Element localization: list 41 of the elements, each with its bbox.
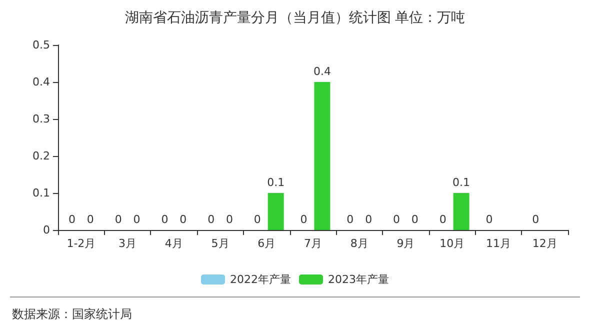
- x-tick-label: 3月: [118, 237, 137, 250]
- data-label: 0: [254, 213, 261, 226]
- x-tick-label: 10月: [440, 237, 465, 250]
- y-tick-label: 0.3: [32, 112, 50, 126]
- data-label: 0: [68, 213, 76, 226]
- y-tick-label: 0.2: [32, 150, 50, 162]
- data-label: 0: [180, 213, 187, 226]
- legend-label: 2022年产量: [230, 273, 292, 286]
- x-tick-label: 6月: [258, 237, 276, 250]
- data-label: 0: [532, 213, 540, 226]
- x-tick-label: 9月: [396, 237, 415, 250]
- data-label: 0.4: [313, 65, 331, 78]
- y-tick-label: 0.5: [32, 38, 50, 52]
- data-label: 0: [346, 213, 354, 226]
- data-label: 0.1: [267, 176, 285, 189]
- data-label: 0: [439, 213, 446, 226]
- x-tick-label: 8月: [350, 237, 368, 250]
- chart-title: 湖南省石油沥青产量分月（当月值）统计图 单位：万吨: [124, 10, 466, 26]
- y-tick-label: 0.1: [32, 186, 50, 200]
- x-tick-label: 12月: [532, 237, 558, 250]
- x-tick-label: 7月: [304, 237, 322, 250]
- data-label: 0: [114, 213, 122, 226]
- x-tick-label: 5月: [211, 237, 230, 250]
- data-label: 0.1: [452, 176, 470, 189]
- data-label: 0: [300, 213, 308, 226]
- x-tick-label: 4月: [164, 237, 183, 250]
- data-label: 0: [226, 213, 233, 226]
- x-tick-label: 1-2月: [66, 237, 96, 250]
- source-note: 数据来源：国家统计局: [12, 307, 132, 321]
- y-tick-label: 0: [43, 224, 50, 236]
- data-label: 0: [365, 213, 372, 226]
- data-label: 0: [411, 213, 418, 226]
- data-label: 0: [393, 213, 400, 226]
- data-label: 0: [86, 213, 94, 226]
- y-tick-label: 0.4: [32, 76, 50, 88]
- x-tick-label: 11月: [486, 237, 511, 250]
- legend-label: 2023年产量: [328, 273, 389, 286]
- data-label: 0: [486, 213, 493, 226]
- data-label: 0: [161, 213, 168, 226]
- data-label: 0: [208, 213, 215, 226]
- data-label: 0: [133, 213, 140, 226]
